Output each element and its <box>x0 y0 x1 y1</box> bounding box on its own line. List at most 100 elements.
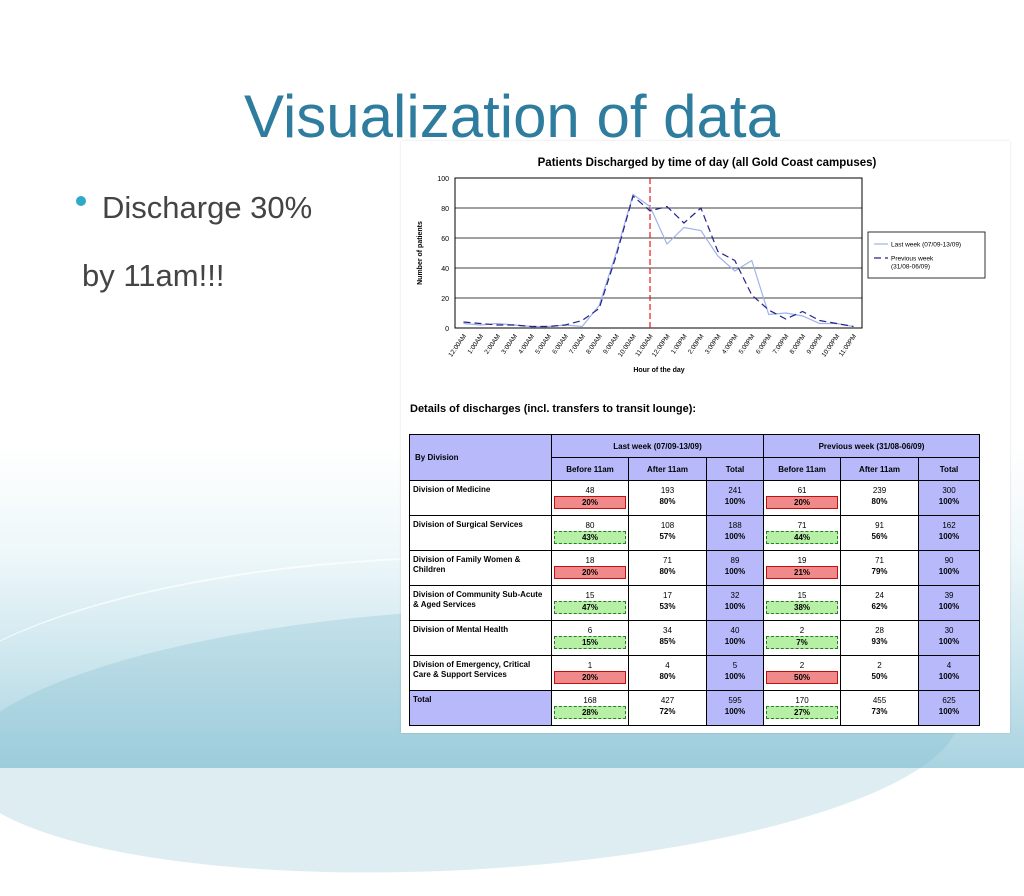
x-tick-label: 6:00PM <box>755 333 774 355</box>
x-tick-label: 1:00AM <box>466 333 485 355</box>
percent-badge-green: 28% <box>554 706 626 719</box>
percent-value: 100% <box>724 672 746 681</box>
table-cell: 71 79% <box>840 550 920 586</box>
count-value: 162 <box>942 521 956 530</box>
division-name: Division of Medicine <box>409 480 552 516</box>
count-value: 188 <box>728 521 742 530</box>
table-cell: 1 20% <box>551 655 629 691</box>
count-value: 1 <box>587 661 593 670</box>
percent-value: 62% <box>871 602 888 611</box>
discharge-chart: Patients Discharged by time of day (all … <box>417 157 986 374</box>
percent-value: 72% <box>659 707 676 716</box>
count-value: 32 <box>730 591 740 600</box>
division-name: Division of Community Sub-Acute & Aged S… <box>409 585 552 621</box>
x-tick-label: 5:00PM <box>738 333 757 355</box>
legend-box <box>867 231 986 279</box>
table-cell: 162 100% <box>918 515 981 551</box>
y-tick-label: 80 <box>441 206 449 213</box>
table-row: Division of Community Sub-Acute & Aged S… <box>409 585 981 621</box>
table-cell: 24 62% <box>840 585 920 621</box>
details-title: Details of discharges (incl. transfers t… <box>410 403 697 415</box>
y-axis-label: Number of patients <box>417 221 424 285</box>
count-value: 5 <box>732 661 738 670</box>
table-cell: 2 50% <box>763 655 842 691</box>
count-value: 2 <box>799 626 805 635</box>
table-cell: 89 100% <box>705 550 765 586</box>
count-value: 241 <box>728 486 742 495</box>
x-tick-label: 4:00AM <box>517 333 536 355</box>
count-value: 71 <box>797 521 807 530</box>
count-value: 108 <box>660 521 675 530</box>
y-tick-label: 100 <box>437 176 449 183</box>
division-name: Division of Mental Health <box>409 620 552 656</box>
report-image: Patients Discharged by time of day (all … <box>401 141 1010 733</box>
percent-badge-red: 20% <box>766 496 839 509</box>
percent-badge-green: 43% <box>554 531 626 544</box>
percent-badge-green: 15% <box>554 636 626 649</box>
count-value: 15 <box>585 591 595 600</box>
x-tick-label: 3:00AM <box>500 333 519 355</box>
table-cell: 30 100% <box>918 620 981 656</box>
percent-value: 100% <box>724 602 746 611</box>
table-cell: 4 80% <box>628 655 707 691</box>
percent-value: 80% <box>659 567 676 576</box>
division-name: Division of Surgical Services <box>409 515 552 551</box>
table-cell: 40 100% <box>705 620 765 656</box>
count-value: 89 <box>730 556 740 565</box>
x-tick-label: 5:00AM <box>534 333 553 355</box>
slide-title: Visualization of data <box>244 83 780 150</box>
y-tick-label: 60 <box>441 236 449 243</box>
table-cell: 2 7% <box>763 620 842 656</box>
table-cell: 17 53% <box>628 585 707 621</box>
division-name: Total <box>409 690 552 726</box>
percent-value: 100% <box>938 637 960 646</box>
y-tick-label: 40 <box>441 266 449 273</box>
table-cell: 48 20% <box>551 480 629 516</box>
subheader-before-11am: Before 11am <box>551 457 629 481</box>
x-tick-label: 7:00PM <box>772 333 791 355</box>
y-tick-label: 20 <box>441 296 449 303</box>
count-value: 2 <box>877 661 882 670</box>
table-cell: 239 80% <box>840 480 920 516</box>
division-name: Division of Emergency, Critical Care & S… <box>409 655 552 691</box>
bullet-text: Discharge 30% <box>102 190 313 225</box>
table-cell: 4 100% <box>918 655 981 691</box>
table-cell: 71 44% <box>763 515 842 551</box>
bullet-dot-icon <box>76 195 86 206</box>
x-tick-label: 12:00AM <box>447 333 468 358</box>
percent-value: 100% <box>938 672 960 681</box>
count-value: 6 <box>587 626 593 635</box>
percent-value: 100% <box>724 497 746 506</box>
x-axis-label: Hour of the day <box>633 367 684 374</box>
table-cell: 108 57% <box>628 515 707 551</box>
table-cell: 2 50% <box>840 655 920 691</box>
count-value: 24 <box>875 591 884 600</box>
series-line-1 <box>463 194 854 328</box>
table-cell: 455 73% <box>840 690 920 726</box>
division-name: Division of Family Women & Children <box>409 550 552 586</box>
table-cell: 61 20% <box>763 480 842 516</box>
count-value: 28 <box>875 626 884 635</box>
x-tick-label: 1:00PM <box>670 333 689 355</box>
x-tick-label: 8:00PM <box>789 333 808 355</box>
table-cell: 19 21% <box>763 550 842 586</box>
legend-label-1: Previous week (31/08-06/09) <box>891 256 934 271</box>
subline-text: by 11am!!! <box>82 258 225 293</box>
count-value: 90 <box>944 556 954 565</box>
table-cell: 90 100% <box>918 550 981 586</box>
percent-badge-green: 47% <box>554 601 626 614</box>
table-cell: 5 100% <box>705 655 765 691</box>
table-cell: 6 15% <box>551 620 629 656</box>
table-row: Division of Family Women & Children 18 20%… <box>409 550 981 586</box>
table-cell: 80 43% <box>551 515 629 551</box>
subheader-total: Total <box>705 457 765 481</box>
percent-value: 80% <box>659 672 676 681</box>
percent-value: 50% <box>871 672 888 681</box>
subheader-after-11am: After 11am <box>628 457 707 481</box>
count-value: 455 <box>872 696 887 705</box>
table-cell: 18 20% <box>551 550 629 586</box>
table-cell: 188 100% <box>705 515 765 551</box>
subheader-after-11am: After 11am <box>840 457 920 481</box>
series-line-0 <box>463 193 854 328</box>
table-cell: 625 100% <box>918 690 981 726</box>
